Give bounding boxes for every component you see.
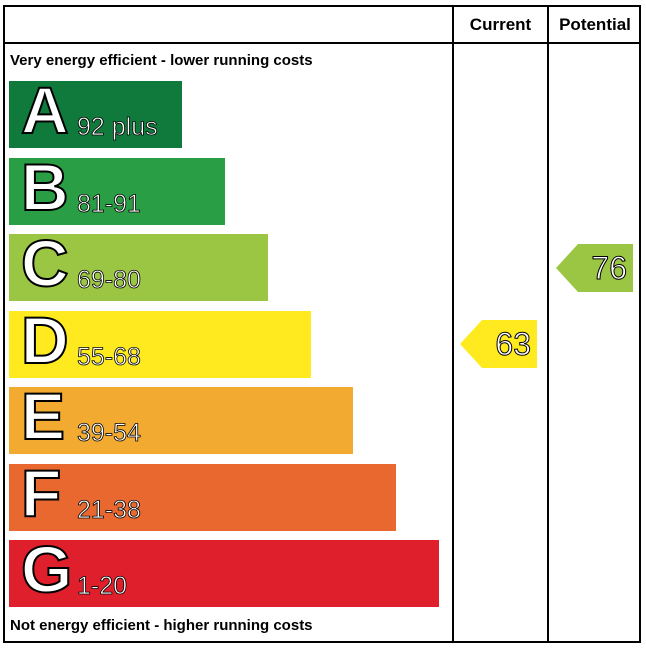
header-divider bbox=[3, 42, 641, 44]
top-note: Very energy efficient - lower running co… bbox=[10, 52, 313, 69]
band-letter: A bbox=[20, 73, 70, 147]
bottom-note: Not energy efficient - higher running co… bbox=[10, 617, 313, 634]
band-range: 39-54 bbox=[77, 419, 142, 447]
potential-column-divider bbox=[547, 5, 549, 643]
band-c: C 69-80 bbox=[9, 229, 268, 301]
band-letter: G bbox=[20, 532, 73, 606]
current-column-header: Current bbox=[469, 15, 532, 34]
potential-rating-value: 76 bbox=[591, 249, 628, 286]
band-g: G 1-20 bbox=[9, 535, 439, 607]
current-pointer-shape bbox=[460, 320, 537, 368]
band-letter: F bbox=[20, 455, 62, 530]
band-range: 81-91 bbox=[77, 189, 142, 218]
potential-pointer-shape bbox=[556, 243, 633, 292]
band-f: F 21-38 bbox=[9, 458, 396, 531]
chart-frame bbox=[3, 5, 641, 643]
band-range: 55-68 bbox=[77, 342, 142, 371]
band-d: D 55-68 bbox=[9, 305, 311, 378]
band-range: 69-80 bbox=[77, 266, 142, 294]
current-rating-pointer: 63 bbox=[460, 320, 537, 368]
current-column-divider bbox=[452, 5, 454, 643]
band-range: 1-20 bbox=[77, 572, 128, 600]
potential-column-header: Potential bbox=[559, 15, 631, 34]
band-letter: D bbox=[20, 302, 70, 377]
band-b: B 81-91 bbox=[9, 152, 225, 225]
band-letter: E bbox=[20, 379, 66, 453]
band-e: E 39-54 bbox=[9, 382, 353, 454]
potential-rating-pointer: 76 bbox=[556, 243, 633, 292]
band-range: 21-38 bbox=[77, 495, 142, 524]
band-a: A 92 plus bbox=[9, 76, 182, 148]
band-letter: B bbox=[20, 149, 70, 224]
band-letter: C bbox=[20, 226, 70, 300]
current-rating-value: 63 bbox=[495, 326, 532, 363]
band-range: 92 plus bbox=[77, 113, 158, 141]
